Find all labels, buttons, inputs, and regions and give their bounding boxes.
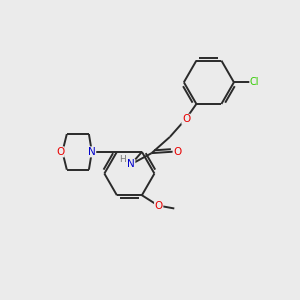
Text: O: O [56, 147, 64, 157]
Text: N: N [127, 159, 135, 169]
Text: O: O [173, 147, 182, 157]
Text: N: N [88, 147, 96, 157]
Text: H: H [119, 154, 126, 164]
Text: Cl: Cl [250, 77, 259, 87]
Text: O: O [154, 201, 163, 211]
Text: O: O [182, 114, 190, 124]
